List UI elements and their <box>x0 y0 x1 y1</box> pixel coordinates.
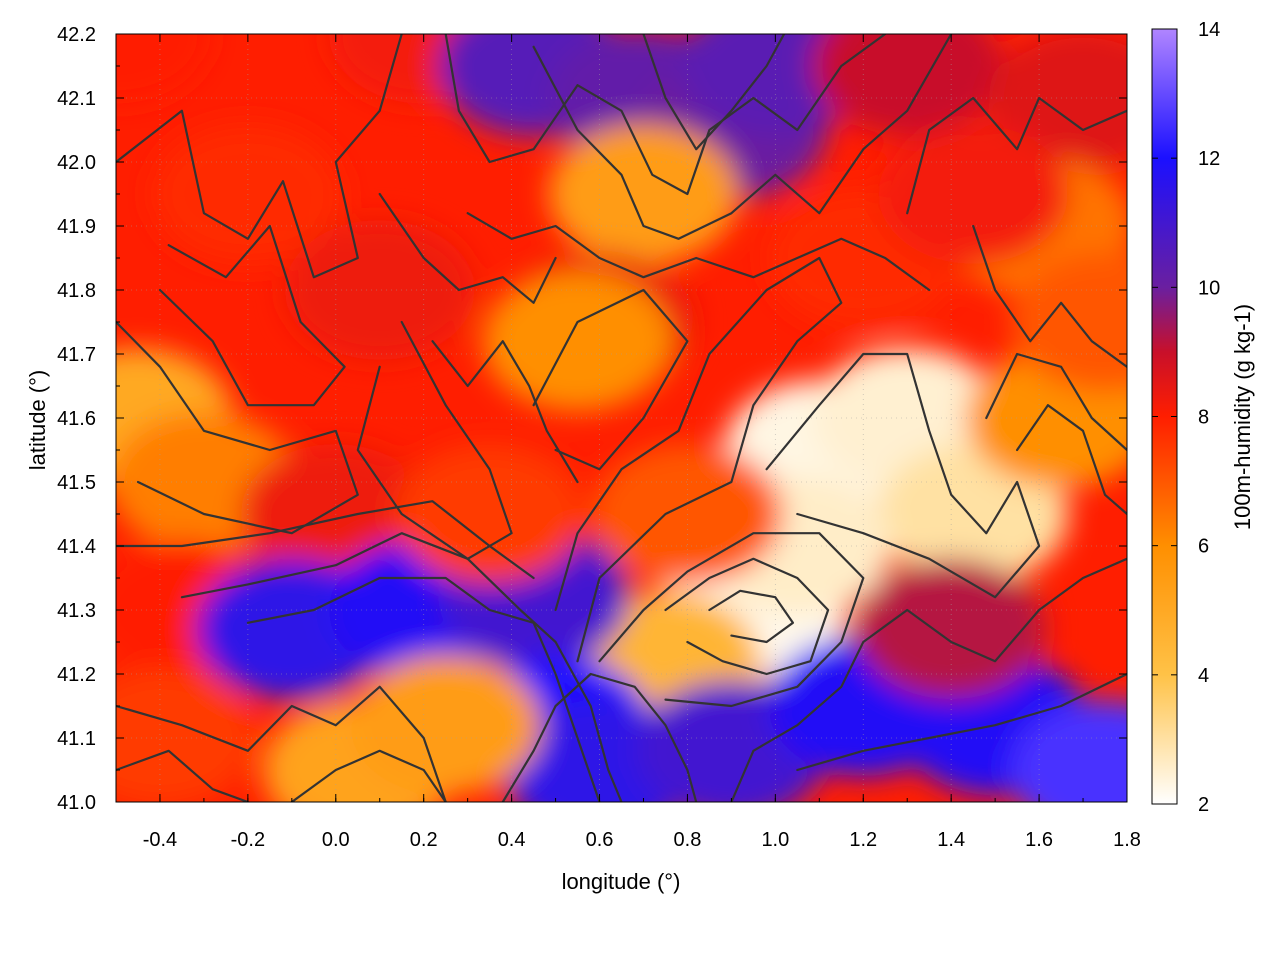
x-tick-label: 0.4 <box>498 829 526 851</box>
contour-line <box>642 34 786 151</box>
y-axis-label: latitude (°) <box>25 370 50 471</box>
humidity-cell <box>482 271 673 412</box>
contour-line <box>116 320 359 535</box>
contour-line <box>765 352 1041 599</box>
y-tick-label: 41.6 <box>57 408 96 430</box>
contour-line <box>972 224 1127 368</box>
colorbar-tick-label: 8 <box>1198 407 1209 429</box>
x-tick-label: 1.8 <box>1113 829 1141 851</box>
x-tick-label: 1.2 <box>849 829 877 851</box>
humidity-cell <box>1010 700 1127 802</box>
x-tick-label: 0.0 <box>322 829 350 851</box>
colorbar-tick-label: 6 <box>1198 536 1209 558</box>
x-axis-tick-labels: -0.4 -0.2 0.0 0.2 0.4 0.6 0.8 1.0 1.2 1.4 1.6 1.8 <box>143 829 1141 851</box>
x-axis-ticks <box>115 34 1128 802</box>
x-tick-label: -0.4 <box>143 829 177 851</box>
x-tick-label: 1.4 <box>937 829 965 851</box>
contour-line <box>116 685 447 802</box>
y-tick-label: 42.1 <box>57 88 96 110</box>
contour-line <box>378 192 557 304</box>
humidity-cell <box>116 668 255 802</box>
contour-line <box>431 340 579 484</box>
x-tick-label: 1.6 <box>1025 829 1053 851</box>
humidity-cell <box>116 34 211 104</box>
colorbar-tick-label: 14 <box>1198 19 1220 41</box>
y-tick-label: 42.0 <box>57 152 96 174</box>
y-axis-tick-labels: 41.0 41.1 41.2 41.3 41.4 41.5 41.6 41.7 41.8 41.9… <box>57 24 96 814</box>
x-tick-label: 0.8 <box>674 829 702 851</box>
y-tick-label: 41.1 <box>57 728 96 750</box>
colorbar-ticks <box>1152 28 1177 805</box>
x-tick-label: 0.6 <box>586 829 614 851</box>
colorbar-tick-labels: 2 4 6 8 10 12 14 <box>1198 19 1220 816</box>
x-tick-label: 0.2 <box>410 829 438 851</box>
x-tick-label: -0.2 <box>231 829 265 851</box>
colorbar-tick-label: 2 <box>1198 794 1209 816</box>
humidity-cell <box>350 655 541 796</box>
contour-line <box>1015 404 1127 516</box>
gridlines <box>116 34 1127 802</box>
contour-line <box>158 224 346 407</box>
contour-line <box>532 288 689 471</box>
contour-line <box>246 576 601 802</box>
contour-line <box>501 672 698 802</box>
contour-line <box>906 96 1127 215</box>
colorbar-tick-label: 12 <box>1198 148 1220 170</box>
colorbar-label: 100m-humidity (g kg-1) <box>1230 304 1255 530</box>
contour-line <box>730 557 1127 802</box>
humidity-cell <box>878 124 1069 264</box>
contour-line <box>554 256 843 663</box>
x-tick-label: 1.0 <box>761 829 789 851</box>
contour-line <box>664 557 830 676</box>
contour-line <box>116 500 535 580</box>
humidity-cell <box>394 444 585 584</box>
humidity-cell <box>1010 252 1127 392</box>
humidity-cell <box>284 220 475 360</box>
contour-line <box>290 749 447 802</box>
y-tick-label: 41.9 <box>57 216 96 238</box>
contour-line <box>116 34 403 279</box>
y-tick-label: 41.4 <box>57 536 96 558</box>
contour-line <box>116 749 249 802</box>
contour-line <box>466 212 931 292</box>
humidity-cell <box>548 124 739 264</box>
y-tick-label: 41.7 <box>57 344 96 366</box>
y-tick-label: 41.5 <box>57 472 96 494</box>
y-tick-label: 41.0 <box>57 792 96 814</box>
contour-line <box>708 589 795 644</box>
contour-lines <box>116 34 1127 802</box>
contour-line <box>985 352 1127 452</box>
x-axis-label: longitude (°) <box>562 869 681 894</box>
y-tick-label: 41.2 <box>57 664 96 686</box>
y-tick-label: 42.2 <box>57 24 96 46</box>
contour-line <box>180 532 623 802</box>
y-axis-ticks <box>116 33 1127 803</box>
colorbar-tick-label: 4 <box>1198 665 1209 687</box>
contour-line <box>532 34 953 240</box>
contour-line <box>444 34 887 196</box>
contour-line <box>598 532 865 708</box>
colorbar-tick-label: 10 <box>1198 277 1220 299</box>
y-tick-label: 41.3 <box>57 600 96 622</box>
y-tick-label: 41.8 <box>57 280 96 302</box>
contour-line <box>796 672 1127 772</box>
plot-area <box>116 34 1127 802</box>
